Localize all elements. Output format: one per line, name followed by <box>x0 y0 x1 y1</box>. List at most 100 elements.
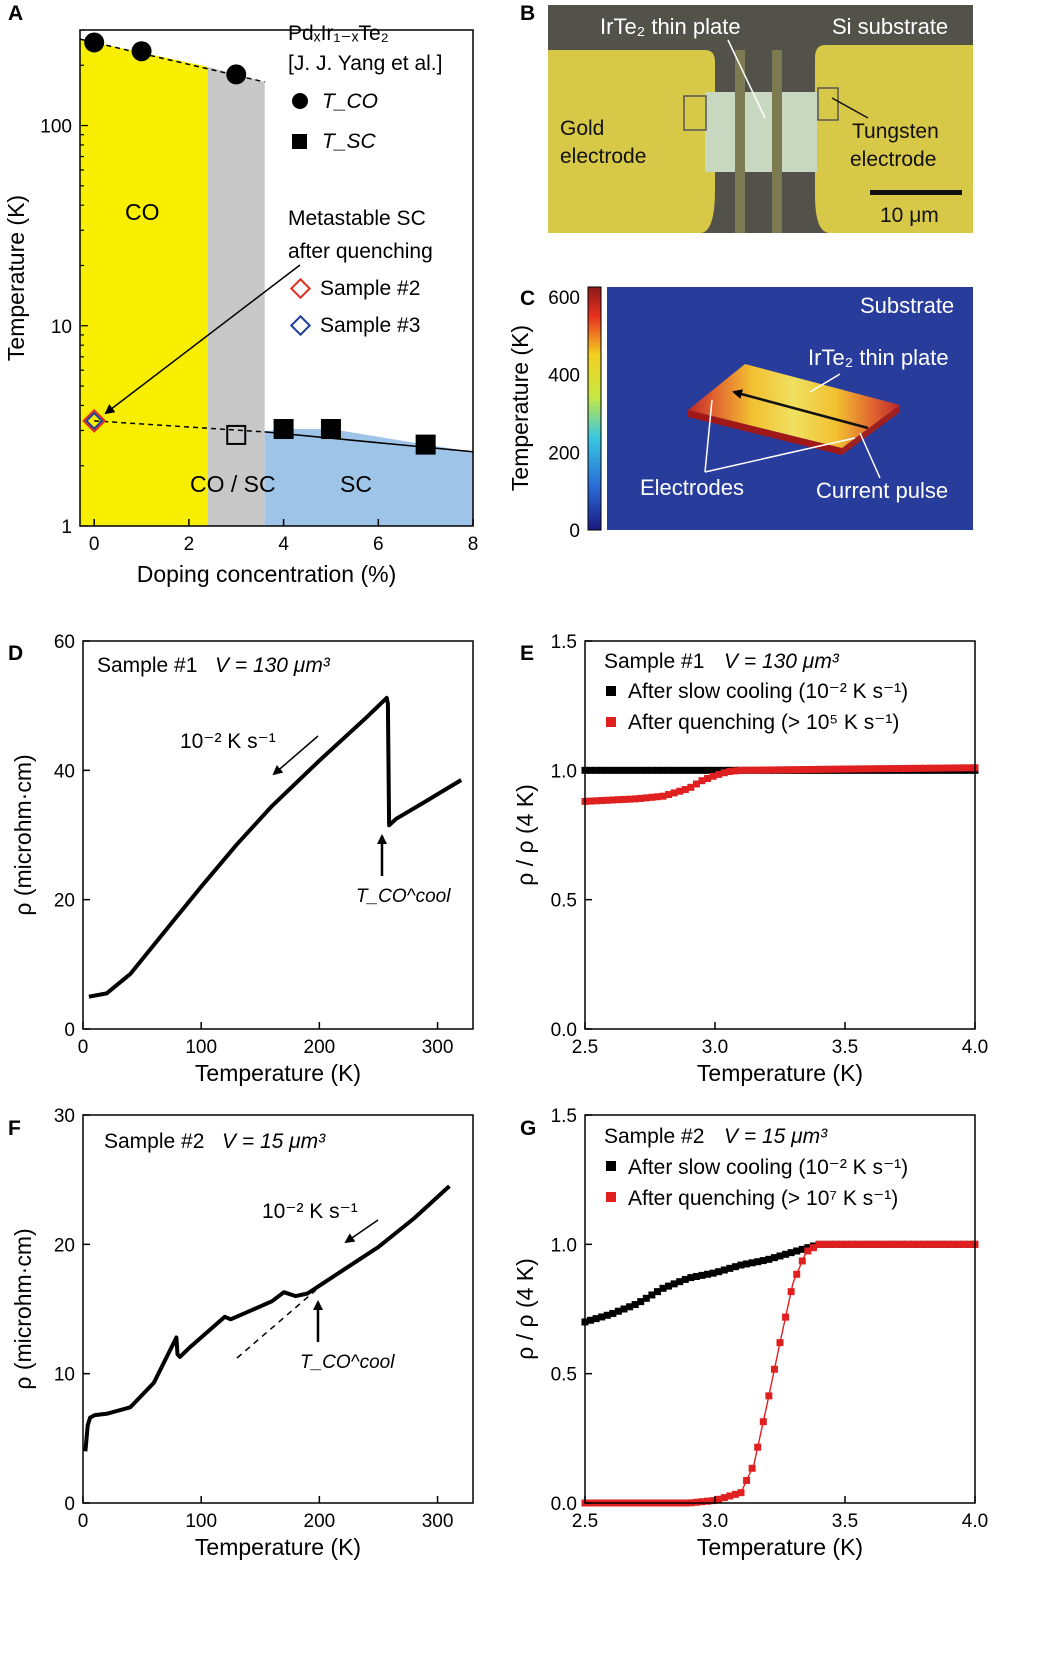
panel-g-marker <box>965 1240 973 1248</box>
panel-e-marker <box>698 766 706 774</box>
region-label-sc: SC <box>340 471 372 497</box>
colorbar-ticks: 0 200 400 600 <box>548 288 580 542</box>
panel-g-volume: V = 15 μm³ <box>724 1125 828 1148</box>
sample-diamond <box>85 411 104 431</box>
panel-g-marker <box>809 1244 817 1252</box>
panel-g-marker <box>865 1240 873 1248</box>
panel-g-marker <box>637 1298 645 1306</box>
panel-e-marker <box>670 789 678 797</box>
tsc-point <box>320 419 341 440</box>
panel-e-axes: 2.5 3.0 3.5 4.0 0.0 0.5 1.0 1.5 Temperature (K) ρ… <box>512 632 988 1086</box>
panel-e-marker <box>592 797 600 805</box>
panel-e-marker <box>943 764 951 772</box>
panel-e-marker <box>642 794 650 802</box>
panel-g-marker <box>954 1240 962 1248</box>
panel-e-marker <box>921 764 929 772</box>
panel-e-marker <box>865 765 873 773</box>
panel-e-marker <box>681 786 689 794</box>
tungsten-pad-right <box>817 87 839 121</box>
panel-e-marker <box>793 766 801 774</box>
panel-f-xtick-label: 100 <box>185 1511 217 1532</box>
panel-g-marker <box>720 1494 728 1502</box>
panel-a-xtick-label: 0 <box>89 534 100 555</box>
metastable-trend-line <box>94 420 265 433</box>
panel-g-marker <box>715 1268 723 1276</box>
panel-g-marker <box>720 1266 728 1274</box>
panel-e-marker <box>620 795 628 803</box>
panel-e-sample: Sample #1 <box>604 650 704 673</box>
panel-g-series-line <box>585 1243 975 1504</box>
panel-d-ytick-label: 40 <box>54 761 75 782</box>
panel-e-marker <box>860 765 868 773</box>
tungsten-pad-left <box>683 95 707 131</box>
panel-d-xtick-label: 0 <box>78 1037 89 1058</box>
tco-point <box>84 32 105 53</box>
panel-a-ytick-label: 100 <box>40 117 72 138</box>
panel-g-marker <box>787 1288 795 1296</box>
panel-e-marker <box>648 793 656 801</box>
panel-e-legend-quench: After quenching (> 10⁵ K s⁻¹) <box>628 711 899 734</box>
panel-e-volume: V = 130 μm³ <box>724 650 840 673</box>
panel-g-xtick-label: 2.5 <box>572 1511 598 1532</box>
panel-d-ylabel: ρ (microhm·cm) <box>10 754 36 915</box>
panel-g-legend-slow: After slow cooling (10⁻² K s⁻¹) <box>628 1156 908 1179</box>
panel-g-ytick-label: 0.5 <box>551 1365 577 1386</box>
panel-e-normalized: 2.5 3.0 3.5 4.0 0.0 0.5 1.0 1.5 Temperature (K) ρ… <box>512 632 988 1086</box>
sim-plate-side-2 <box>842 405 900 455</box>
panel-g-marker <box>843 1240 851 1248</box>
legend-reference: [J. J. Yang et al.] <box>288 52 442 75</box>
panel-g-legend-marker-quench <box>606 1192 616 1202</box>
panel-f-rate: 10⁻² K s⁻¹ <box>262 1200 358 1223</box>
panel-e-ytick-label: 0.0 <box>551 1020 577 1041</box>
sim-pointer-electrode-2 <box>704 437 856 473</box>
panel-b-device-photo: IrTe₂ thin plate Si substrate Gold elect… <box>548 5 973 233</box>
label-irte2-plate: IrTe₂ thin plate <box>600 14 741 39</box>
panel-e-marker <box>603 796 611 804</box>
panel-f-ytick-label: 0 <box>64 1494 75 1515</box>
panel-d-ytick-label: 0 <box>64 1020 75 1041</box>
panel-e-marker <box>653 766 661 774</box>
panel-e-marker <box>676 787 684 795</box>
panel-f-rate-arrow <box>344 1219 379 1244</box>
sim-pointer-plate <box>809 373 841 393</box>
panel-g-marker <box>609 1309 617 1317</box>
panel-g-marker <box>631 1301 639 1309</box>
panel-d-axes: 0 100 200 300 0 20 40 60 Temperature (K) ρ (micro… <box>10 632 474 1086</box>
panel-g-marker <box>670 1280 678 1288</box>
panel-e-marker <box>704 774 712 782</box>
panel-e-xtick-label: 3.0 <box>702 1037 728 1058</box>
panel-g-ytick-label: 1.5 <box>551 1106 577 1127</box>
panel-e-marker <box>676 766 684 774</box>
panel-g-marker <box>770 1365 778 1373</box>
panel-g-marker <box>743 1476 751 1484</box>
panel-e-marker <box>587 797 595 805</box>
panel-e-marker <box>687 783 695 791</box>
tsc-point <box>273 419 294 440</box>
panel-d-xtick-label: 200 <box>304 1037 336 1058</box>
panel-e-marker <box>743 766 751 774</box>
panel-e-marker <box>665 766 673 774</box>
panel-f-xlabel: Temperature (K) <box>195 1534 361 1560</box>
panel-g-marker <box>782 1250 790 1258</box>
panel-f-curve <box>83 1184 451 1452</box>
panel-g-marker <box>887 1240 895 1248</box>
panel-g-marker <box>949 1240 957 1248</box>
sim-current-arrow <box>732 389 869 430</box>
panel-e-marker <box>910 764 918 772</box>
panel-f-volume: V = 15 μm³ <box>222 1130 326 1153</box>
panel-e-marker <box>620 766 628 774</box>
panel-g-ytick-label: 0.0 <box>551 1494 577 1515</box>
gold-electrode-right <box>815 45 973 233</box>
panel-g-marker <box>943 1240 951 1248</box>
panel-g-xtick-label: 4.0 <box>962 1511 988 1532</box>
sim-label-plate: IrTe₂ thin plate <box>808 345 949 370</box>
panel-e-marker <box>659 766 667 774</box>
legend-label-tco: T_CO <box>322 90 378 113</box>
panel-g-marker <box>804 1247 812 1255</box>
panel-g-ytick-label: 1.0 <box>551 1235 577 1256</box>
panel-e-marker <box>609 796 617 804</box>
panel-g-marker <box>782 1313 790 1321</box>
sim-label-substrate: Substrate <box>860 293 954 318</box>
panel-g-marker <box>698 1498 706 1506</box>
panel-g-marker <box>815 1240 823 1248</box>
